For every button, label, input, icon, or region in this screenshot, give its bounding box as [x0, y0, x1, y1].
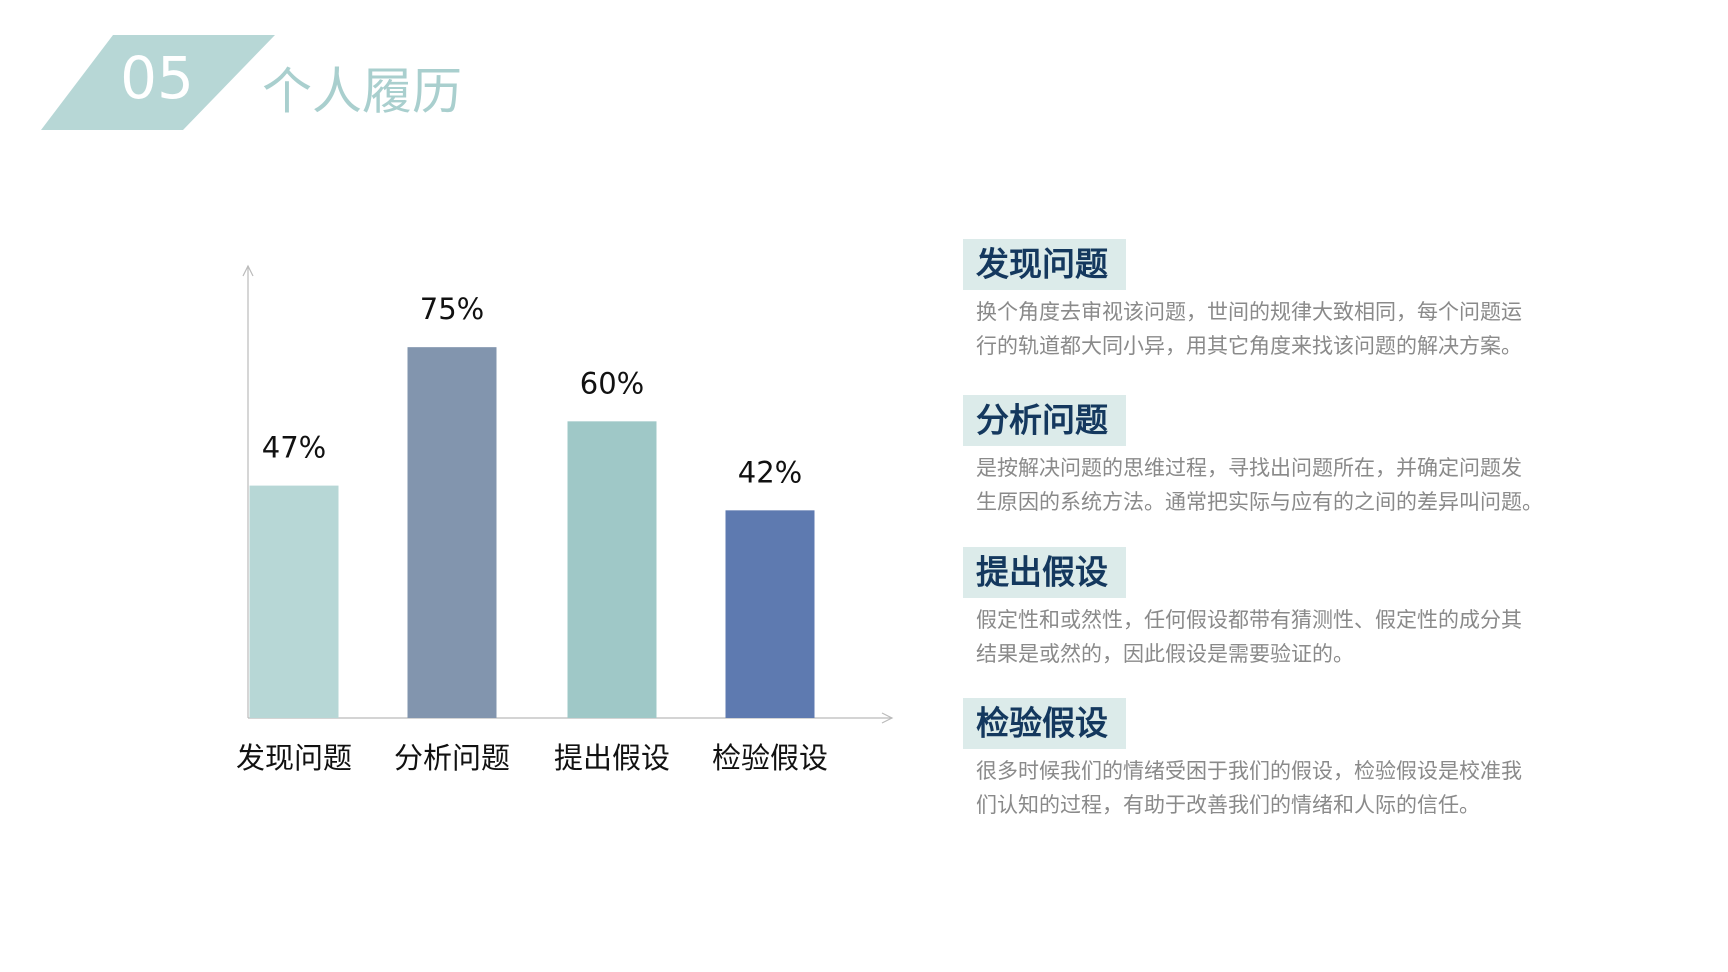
item-text: 很多时候我们的情绪受困于我们的假设，检验假设是校准我 — [976, 759, 1522, 783]
value-label: 60% — [580, 366, 644, 400]
value-label: 42% — [738, 455, 802, 489]
item-text: 生原因的系统方法。通常把实际与应有的之间的差异叫问题。 — [976, 490, 1543, 514]
item-text: 是按解决问题的思维过程，寻找出问题所在，并确定问题发 — [976, 456, 1522, 480]
bar — [567, 421, 657, 718]
item-title-box — [963, 395, 1126, 446]
header-badge — [41, 35, 275, 130]
x-tick-label: 提出假设 — [554, 741, 670, 775]
x-axis-arrow — [881, 712, 894, 724]
value-label: 75% — [420, 292, 484, 326]
section-number: 05 — [120, 44, 194, 112]
item-list: 发现问题换个角度去审视该问题，世间的规律大致相同，每个问题运行的轨道都大同小异，… — [963, 239, 1543, 817]
item-text: 结果是或然的，因此假设是需要验证的。 — [976, 642, 1354, 666]
x-tick-label: 检验假设 — [712, 741, 828, 775]
bar — [407, 347, 497, 718]
item-title-box — [963, 239, 1126, 290]
item-text: 假定性和或然性，任何假设都带有猜测性、假定性的成分其 — [976, 608, 1522, 632]
bar — [725, 510, 815, 718]
section-title: 个人履历 — [262, 63, 462, 121]
bar — [249, 485, 339, 718]
item-title: 检验假设 — [976, 704, 1108, 743]
value-label: 47% — [262, 431, 326, 465]
item-text: 行的轨道都大同小异，用其它角度来找该问题的解决方案。 — [976, 334, 1522, 358]
item-title: 分析问题 — [976, 401, 1108, 440]
item-title-box — [963, 547, 1126, 598]
item-title-box — [963, 698, 1126, 749]
x-tick-label: 分析问题 — [394, 741, 510, 775]
item-text: 们认知的过程，有助于改善我们的情绪和人际的信任。 — [976, 793, 1480, 817]
y-axis-arrow — [242, 264, 254, 277]
item-text: 换个角度去审视该问题，世间的规律大致相同，每个问题运 — [976, 300, 1522, 324]
bar-chart: 47% 发现问题 75% 分析问题 60% 提出假设 42% 检验假设 — [236, 264, 894, 775]
item-title: 提出假设 — [976, 553, 1108, 592]
item-title: 发现问题 — [976, 245, 1108, 284]
x-tick-label: 发现问题 — [236, 741, 352, 775]
